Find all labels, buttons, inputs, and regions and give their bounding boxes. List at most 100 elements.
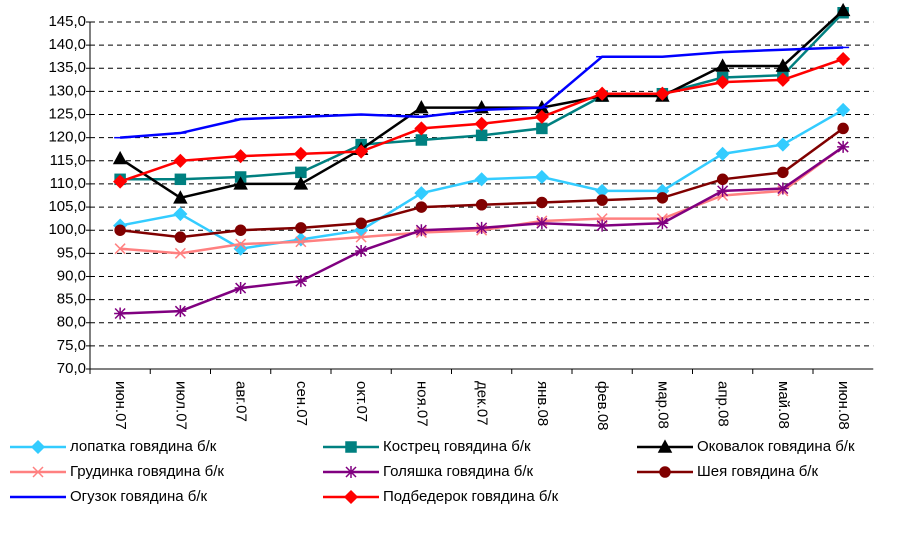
marker: [716, 184, 729, 197]
marker: [293, 176, 309, 190]
marker: [114, 224, 126, 236]
marker: [173, 153, 188, 168]
x-tick-label: апр.08: [715, 381, 732, 427]
marker: [345, 466, 357, 478]
marker: [234, 282, 247, 295]
marker: [174, 173, 187, 186]
legend-label: лопатка говядина б/к: [70, 438, 217, 455]
legend-label: Подбедерок говядина б/к: [383, 488, 559, 505]
x-tick-label: май.08: [775, 381, 792, 429]
x-tick-label: янв.08: [534, 381, 551, 426]
marker: [837, 122, 849, 135]
marker: [837, 140, 850, 153]
y-tick-label: 145,0: [48, 13, 86, 30]
marker: [474, 172, 489, 187]
marker: [414, 186, 429, 201]
marker: [233, 176, 248, 190]
marker: [173, 190, 188, 204]
marker: [343, 489, 359, 505]
plot: [112, 2, 851, 320]
marker: [656, 192, 669, 204]
y-tick-label: 125,0: [48, 106, 86, 123]
marker: [114, 307, 127, 320]
y-tick-label: 140,0: [48, 36, 86, 53]
marker: [355, 245, 368, 258]
marker: [415, 134, 428, 146]
marker: [776, 182, 789, 195]
marker: [475, 199, 488, 211]
legend-label: Огузок говядина б/к: [70, 488, 208, 505]
legend-label: Оковалок говядина б/к: [697, 438, 855, 455]
legend-label: Голяшка говядина б/к: [383, 463, 534, 480]
marker: [114, 243, 126, 255]
marker: [596, 219, 609, 232]
marker: [414, 121, 429, 136]
x-tick-label: ноя.07: [413, 381, 430, 427]
marker: [475, 221, 488, 234]
y-tick-label: 90,0: [57, 267, 86, 284]
y-tick-label: 130,0: [48, 82, 86, 99]
marker: [234, 224, 247, 236]
marker: [32, 466, 44, 478]
y-tick-label: 70,0: [57, 360, 86, 377]
marker: [655, 86, 670, 101]
marker: [836, 102, 851, 117]
marker: [355, 231, 367, 243]
y-tick-label: 120,0: [48, 129, 86, 146]
marker: [293, 146, 308, 161]
x-tick-label: июн.07: [112, 381, 129, 430]
marker: [536, 196, 548, 209]
marker: [596, 194, 608, 206]
marker: [715, 75, 730, 90]
y-tick-label: 95,0: [57, 244, 86, 261]
x-tick-label: авг.07: [233, 381, 250, 422]
marker: [775, 72, 790, 87]
x-tick-label: фев.08: [594, 381, 611, 431]
marker: [656, 217, 669, 230]
marker: [475, 129, 488, 142]
marker: [775, 137, 790, 152]
marker: [715, 146, 730, 161]
x-tick-label: окт.07: [353, 381, 370, 422]
marker: [113, 174, 128, 189]
marker: [536, 122, 548, 135]
marker: [112, 150, 128, 165]
x-tick-label: дек.07: [474, 381, 491, 426]
marker: [354, 144, 369, 159]
marker: [235, 238, 247, 250]
marker: [174, 247, 186, 259]
marker: [657, 439, 673, 453]
marker: [233, 149, 248, 164]
legend-label: Грудинка говядина б/к: [70, 463, 224, 480]
y-tick-label: 100,0: [48, 221, 86, 238]
marker: [414, 100, 429, 114]
y-tick-label: 75,0: [57, 337, 86, 354]
y-tick-label: 80,0: [57, 314, 86, 331]
marker: [355, 217, 367, 230]
x-tick-label: июн.08: [835, 381, 852, 430]
y-tick-label: 110,0: [50, 175, 86, 192]
x-tick-label: сен.07: [293, 381, 310, 426]
marker: [295, 222, 307, 234]
series-line: [120, 11, 845, 181]
marker: [716, 173, 729, 186]
marker: [835, 2, 851, 17]
marker: [415, 201, 428, 213]
x-tick-label: мар.08: [654, 381, 671, 429]
marker: [174, 231, 187, 243]
y-tick-label: 115,0: [50, 152, 86, 169]
marker: [715, 58, 730, 72]
marker: [174, 305, 187, 318]
marker: [295, 236, 307, 248]
marker: [345, 441, 357, 453]
marker: [295, 166, 307, 179]
x-tick-label: июл.07: [172, 381, 189, 430]
marker: [293, 232, 308, 247]
marker: [595, 86, 610, 101]
marker: [775, 58, 791, 72]
marker: [777, 166, 789, 179]
marker: [535, 217, 548, 230]
y-tick-label: 105,0: [48, 198, 86, 215]
legend-label: Шея говядина б/к: [697, 463, 818, 480]
